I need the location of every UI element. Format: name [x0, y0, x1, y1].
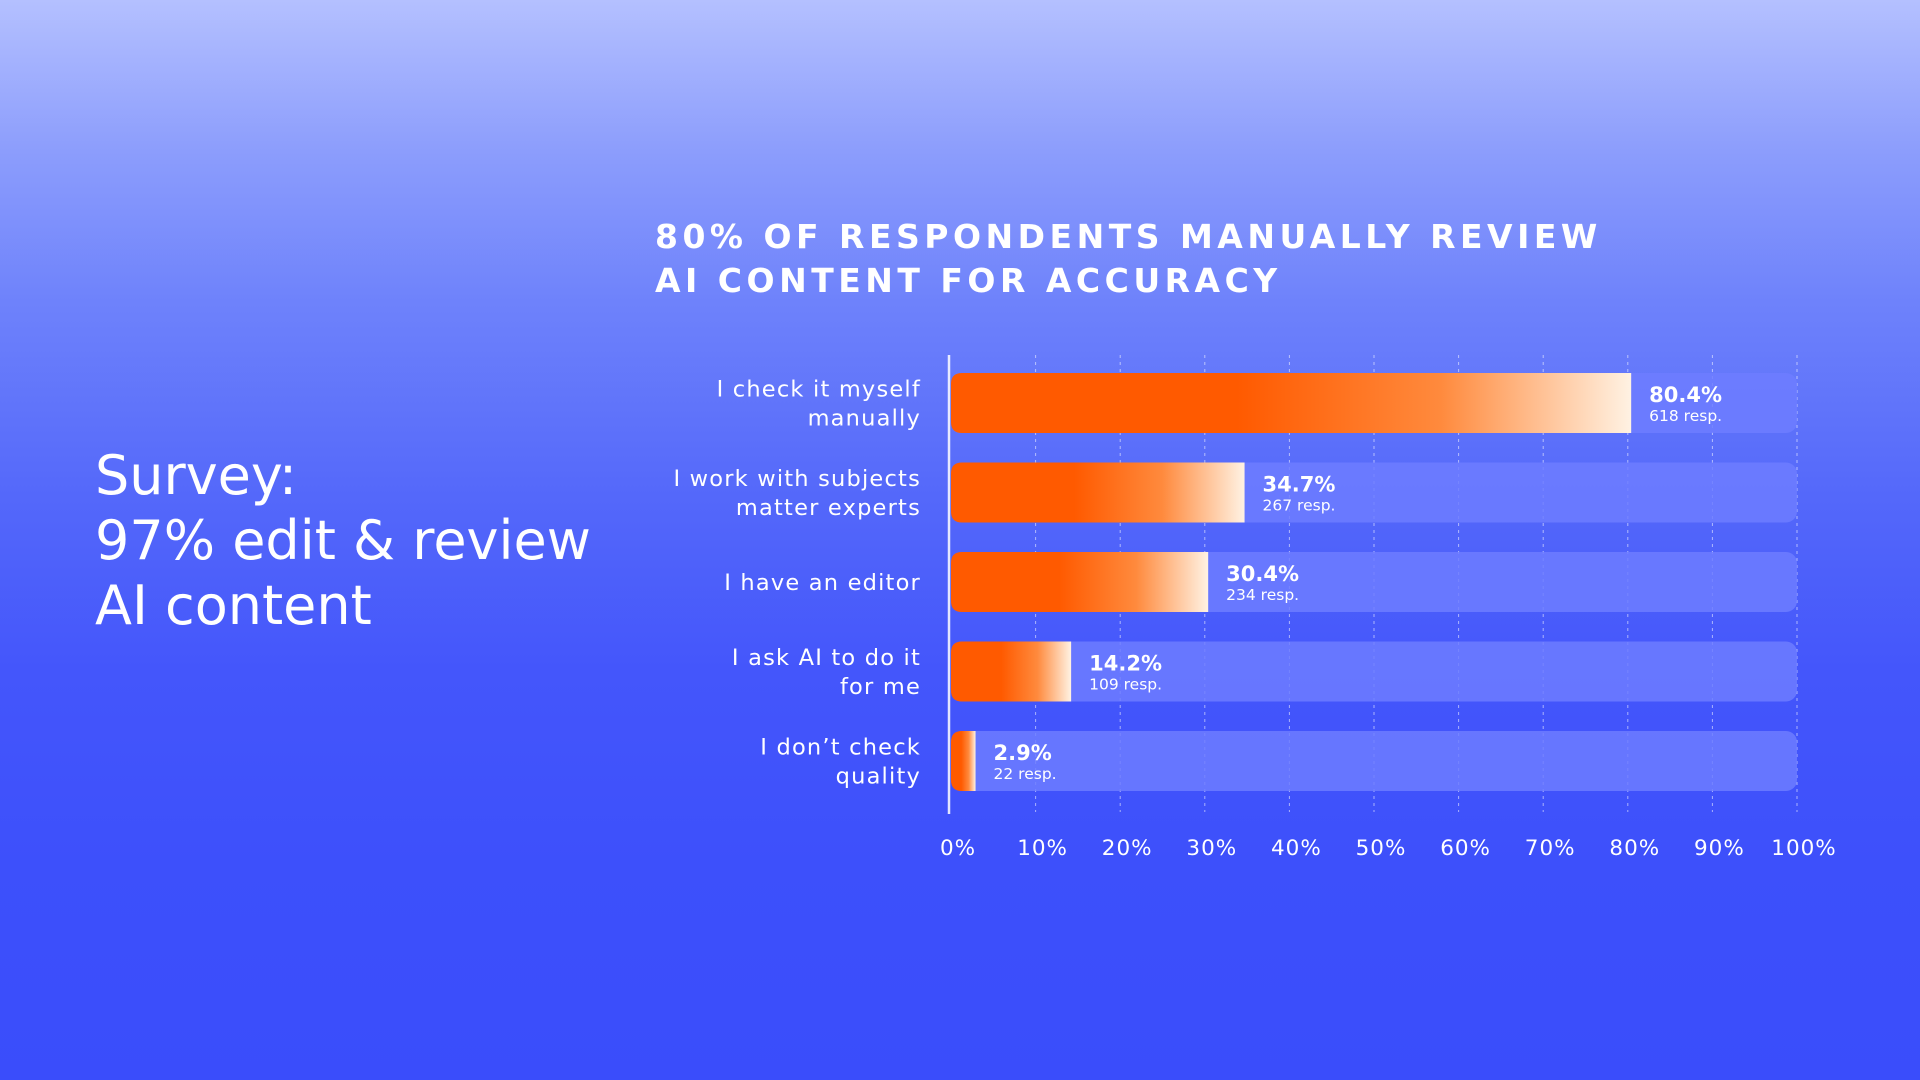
x-tick-label: 50% [1356, 836, 1407, 861]
responses-label: 267 resp. [1263, 497, 1336, 515]
value-label: 34.7% [1263, 473, 1336, 497]
x-tick-label: 20% [1102, 836, 1153, 861]
responses-label: 234 resp. [1226, 586, 1299, 604]
category-label: I ask AI to do it [732, 645, 921, 671]
category-label: for me [840, 674, 921, 700]
bar [951, 462, 1245, 523]
chart-title-line-2: AI CONTENT FOR ACCURACY [655, 261, 1282, 300]
x-tick-label: 60% [1440, 836, 1491, 861]
x-tick-label: 10% [1017, 836, 1068, 861]
x-tick-label: 90% [1694, 836, 1745, 861]
responses-label: 22 resp. [994, 765, 1057, 783]
responses-label: 618 resp. [1649, 407, 1722, 425]
value-label: 30.4% [1226, 562, 1299, 586]
category-label: matter experts [736, 495, 921, 521]
x-tick-label: 30% [1186, 836, 1237, 861]
bar-track [951, 641, 1797, 702]
category-label: I check it myself [717, 377, 921, 403]
category-label: I work with subjects [673, 466, 921, 492]
headline-line-3: AI content [95, 574, 372, 637]
bar [951, 373, 1632, 433]
bar [951, 731, 976, 791]
chart-title-line-1: 80% OF RESPONDENTS MANUALLY REVIEW [655, 217, 1602, 256]
category-label: I don’t check [760, 735, 921, 761]
x-tick-label: 70% [1525, 836, 1576, 861]
x-tick-label: 100% [1771, 836, 1836, 861]
x-tick-label: 80% [1609, 836, 1660, 861]
value-label: 14.2% [1089, 652, 1162, 676]
category-label: I have an editor [724, 570, 921, 596]
category-label: quality [836, 764, 921, 790]
bar [951, 641, 1072, 702]
bar-track [951, 731, 1797, 791]
x-tick-label: 0% [940, 836, 976, 861]
headline-line-1: Survey: [95, 444, 298, 507]
bar [951, 552, 1209, 612]
value-label: 2.9% [994, 741, 1052, 765]
value-label: 80.4% [1649, 383, 1722, 407]
headline-line-2: 97% edit & review [95, 509, 591, 572]
x-tick-label: 40% [1271, 836, 1322, 861]
responses-label: 109 resp. [1089, 676, 1162, 694]
category-label: manually [808, 406, 921, 432]
chart-title: 80% OF RESPONDENTS MANUALLY REVIEW AI CO… [655, 215, 1602, 303]
headline: Survey: 97% edit & review AI content [95, 443, 591, 638]
